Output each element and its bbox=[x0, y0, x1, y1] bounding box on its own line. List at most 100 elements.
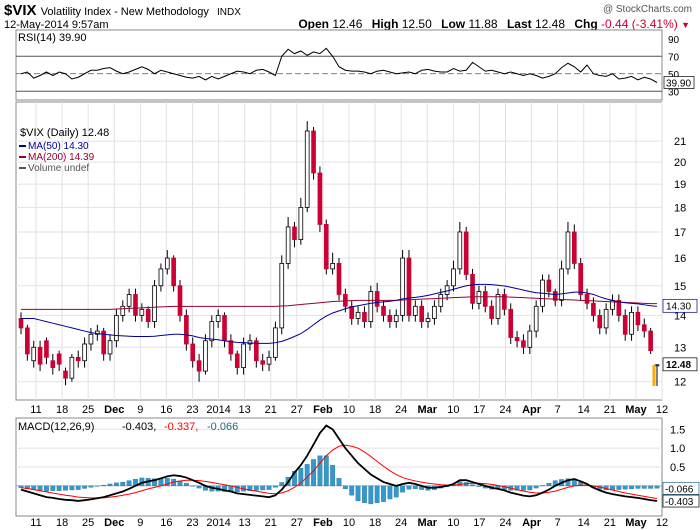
x-tick-label: Mar bbox=[417, 404, 437, 416]
last-price-label: 12.48 bbox=[666, 360, 691, 371]
macd-histogram-bar bbox=[94, 485, 100, 487]
macd-histogram-bar bbox=[648, 485, 654, 489]
macd-histogram-bar bbox=[393, 485, 399, 498]
macd-histogram-bar bbox=[273, 485, 278, 488]
macd-y-tick-label: 0.5 bbox=[670, 462, 685, 474]
x-tick-label: 10 bbox=[447, 404, 459, 416]
macd-histogram-bar bbox=[164, 478, 170, 486]
high-label: High bbox=[371, 17, 399, 31]
macd-histogram-bar bbox=[400, 485, 405, 493]
candle-body bbox=[107, 340, 113, 355]
price-y-tick-label: 12 bbox=[674, 377, 686, 389]
macd-x-tick-label: 11 bbox=[30, 517, 41, 529]
candle-body bbox=[559, 268, 564, 301]
candle-body bbox=[635, 311, 641, 326]
ma-badge-label: 14.30 bbox=[666, 301, 691, 312]
price-y-tick-label: 15 bbox=[674, 281, 686, 293]
macd-x-tick-label: 24 bbox=[499, 517, 511, 529]
rsi-y-tick-label: 30 bbox=[668, 87, 680, 98]
rsi-line bbox=[20, 47, 658, 83]
macd-histogram-bar bbox=[279, 482, 285, 486]
macd-x-tick-label: 16 bbox=[160, 517, 172, 529]
x-tick-label: Dec bbox=[104, 404, 124, 416]
candle-body bbox=[482, 291, 488, 307]
candle-body bbox=[171, 257, 176, 287]
macd-histogram-bar bbox=[317, 455, 323, 486]
macd-histogram-bar bbox=[266, 485, 272, 490]
macd-y-tick-label: 1.5 bbox=[670, 424, 685, 436]
macd-histogram-bar bbox=[641, 485, 647, 489]
macd-histogram-bar bbox=[381, 485, 386, 502]
candle-body bbox=[591, 302, 596, 316]
macd-x-tick-label: 7 bbox=[555, 517, 561, 529]
macd-histogram-bar bbox=[323, 455, 329, 486]
macd-x-tick-label: 24 bbox=[395, 517, 407, 529]
macd-histogram-bar bbox=[114, 482, 119, 486]
candle-body bbox=[578, 263, 583, 295]
high-value: 12.50 bbox=[401, 17, 432, 31]
macd-x-tick-label: 23 bbox=[186, 517, 198, 529]
macd-histogram-bar bbox=[37, 485, 43, 491]
quote-summary: Open 12.46 High 12.50 Low 11.88 Last 12.… bbox=[298, 17, 690, 31]
macd-legend-macd: -0.403, bbox=[122, 421, 156, 433]
chg-label: Chg bbox=[574, 17, 598, 31]
candle-body bbox=[330, 263, 335, 270]
macd-x-tick-label: 21 bbox=[604, 517, 616, 529]
macd-x-tick-label: 9 bbox=[137, 517, 143, 529]
macd-histogram-bar bbox=[406, 485, 412, 490]
candle-body bbox=[101, 330, 106, 355]
x-tick-label: 24 bbox=[395, 404, 407, 416]
candle-body bbox=[438, 294, 444, 307]
x-tick-label: 9 bbox=[137, 404, 143, 416]
macd-legend-signal: -0.337, bbox=[164, 421, 198, 433]
macd-histogram-bar bbox=[387, 485, 393, 500]
candle-body bbox=[196, 360, 202, 372]
candle-body bbox=[514, 337, 520, 342]
candle-body bbox=[463, 231, 469, 275]
x-tick-label: 23 bbox=[186, 404, 198, 416]
candle-body bbox=[63, 370, 68, 379]
x-tick-label: 7 bbox=[555, 404, 561, 416]
macd-histogram-bar bbox=[292, 470, 297, 486]
x-tick-label: 17 bbox=[473, 404, 485, 416]
candle-body bbox=[177, 285, 183, 316]
candle-body bbox=[25, 327, 30, 355]
candle-body bbox=[323, 224, 329, 270]
candle-body bbox=[152, 285, 157, 323]
candle-body bbox=[222, 315, 227, 342]
candle-body bbox=[190, 343, 196, 362]
price-y-tick-label: 17 bbox=[674, 227, 686, 239]
macd-histogram-bar bbox=[247, 485, 253, 491]
timestamp: 12-May-2014 9:57am bbox=[4, 19, 109, 31]
candle-body bbox=[266, 356, 272, 365]
chg-value: -0.44 (-3.41%) bbox=[601, 17, 678, 31]
candle-body bbox=[234, 353, 240, 369]
candle-body bbox=[451, 268, 456, 287]
candle-body bbox=[527, 330, 533, 348]
macd-x-tick-label: Mar bbox=[417, 517, 437, 529]
candle-body bbox=[406, 257, 412, 316]
macd-histogram-bar bbox=[222, 485, 227, 492]
x-tick-label: 27 bbox=[291, 404, 303, 416]
rsi-y-tick-label: 70 bbox=[668, 52, 680, 63]
legend-entry: MA(200) 14.39 bbox=[28, 152, 95, 163]
macd-histogram-bar bbox=[349, 485, 355, 496]
macd-histogram-bar bbox=[260, 485, 266, 491]
x-tick-label: 10 bbox=[343, 404, 355, 416]
price-panel-frame bbox=[15, 101, 663, 401]
price-y-tick-label: 19 bbox=[674, 179, 686, 191]
x-tick-label: 18 bbox=[369, 404, 381, 416]
macd-histogram-bar bbox=[368, 485, 374, 505]
legend-entry: MA(50) 14.30 bbox=[28, 141, 89, 152]
candle-body bbox=[203, 340, 208, 372]
candle-body bbox=[419, 305, 424, 323]
x-tick-label: May bbox=[625, 404, 647, 416]
down-arrow-icon: ▼ bbox=[681, 20, 690, 30]
candle-body bbox=[502, 294, 507, 310]
rsi-y-tick-label: 50 bbox=[668, 70, 680, 81]
price-y-tick-label: 16 bbox=[674, 253, 686, 265]
x-tick-label: 13 bbox=[239, 404, 251, 416]
candle-body bbox=[158, 268, 164, 287]
candle-body bbox=[254, 340, 259, 362]
macd-histogram-bar bbox=[521, 485, 526, 491]
